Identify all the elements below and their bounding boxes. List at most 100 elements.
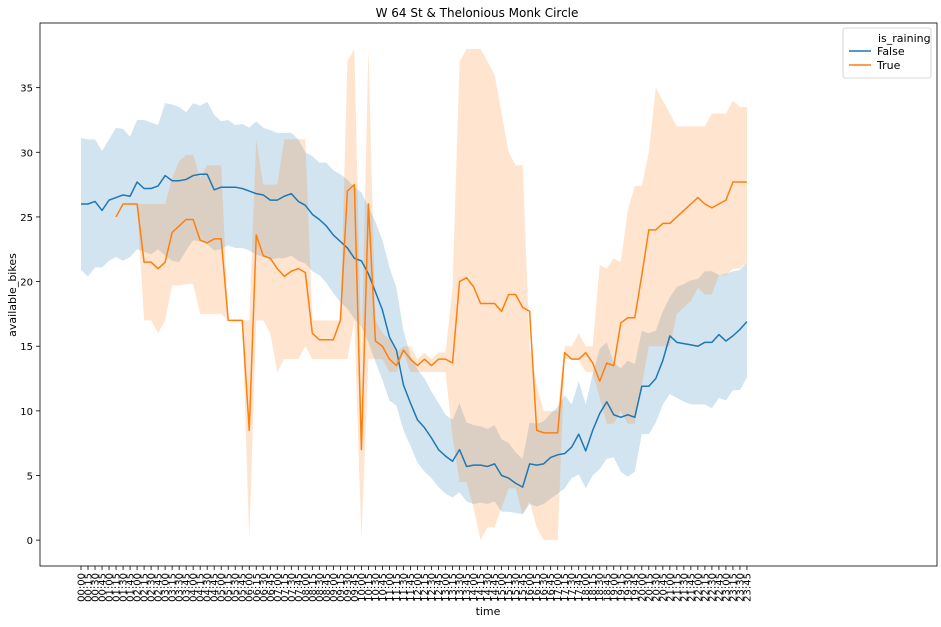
- x-tick-label: 12:30: [427, 573, 438, 602]
- legend-title: is_raining: [878, 32, 931, 45]
- x-tick-label: 18:30: [595, 573, 606, 602]
- x-tick-label: 18:45: [602, 573, 613, 602]
- x-tick-label: 10:45: [378, 573, 389, 602]
- x-tick-label: 00:45: [98, 573, 109, 602]
- x-tick-label: 03:30: [175, 573, 186, 602]
- x-tick-label: 13:15: [448, 573, 459, 602]
- x-tick-label: 01:30: [119, 573, 130, 602]
- y-axis-label: available_bikes: [6, 253, 19, 337]
- y-tick-label: 35: [20, 84, 33, 95]
- x-tick-label: 11:45: [406, 573, 417, 602]
- x-tick-label: 11:30: [399, 573, 410, 602]
- x-tick-label: 02:00: [133, 573, 144, 602]
- x-tick-label: 19:30: [623, 573, 634, 602]
- x-tick-label: 22:00: [693, 573, 704, 602]
- x-tick-label: 17:15: [560, 573, 571, 602]
- x-tick-label: 23:45: [742, 573, 753, 602]
- x-tick-label: 20:45: [658, 573, 669, 602]
- x-tick-label: 04:00: [189, 573, 200, 602]
- x-tick-label: 19:00: [609, 573, 620, 602]
- x-tick-label: 08:45: [322, 573, 333, 602]
- x-tick-label: 08:00: [301, 573, 312, 602]
- x-tick-label: 19:15: [616, 573, 627, 602]
- x-tick-label: 09:45: [350, 573, 361, 602]
- x-tick-label: 00:30: [91, 573, 102, 602]
- x-tick-label: 06:45: [266, 573, 277, 602]
- x-tick-label: 01:15: [112, 573, 123, 602]
- x-tick-label: 20:15: [644, 573, 655, 602]
- y-tick-label: 0: [27, 536, 33, 547]
- x-tick-label: 04:30: [203, 573, 214, 602]
- x-tick-label: 22:15: [700, 573, 711, 602]
- x-tick-label: 03:00: [161, 573, 172, 602]
- x-tick-label: 16:15: [532, 573, 543, 602]
- x-tick-label: 04:45: [210, 573, 221, 602]
- x-tick-label: 20:30: [651, 573, 662, 602]
- x-tick-label: 14:45: [490, 573, 501, 602]
- y-tick-label: 25: [20, 213, 33, 224]
- x-tick-label: 02:45: [154, 573, 165, 602]
- x-tick-label: 21:00: [665, 573, 676, 602]
- x-tick-label: 21:15: [672, 573, 683, 602]
- x-tick-label: 10:00: [357, 573, 368, 602]
- y-axis: 0 5 10 15 20 25 30 35: [20, 84, 40, 547]
- x-tick-label: 08:30: [315, 573, 326, 602]
- x-tick-label: 02:30: [147, 573, 158, 602]
- x-tick-label: 23:15: [728, 573, 739, 602]
- x-tick-label: 22:30: [707, 573, 718, 602]
- y-tick-label: 5: [27, 472, 33, 483]
- x-tick-label: 04:15: [196, 573, 207, 602]
- x-tick-label: 09:15: [336, 573, 347, 602]
- x-tick-label: 11:15: [392, 573, 403, 602]
- x-tick-label: 18:00: [581, 573, 592, 602]
- x-tick-label: 13:30: [455, 573, 466, 602]
- x-tick-label: 06:00: [245, 573, 256, 602]
- x-tick-label: 07:30: [287, 573, 298, 602]
- x-tick-label: 22:45: [714, 573, 725, 602]
- x-tick-label: 00:00: [77, 573, 88, 602]
- x-tick-label: 10:30: [371, 573, 382, 602]
- x-tick-label: 07:45: [294, 573, 305, 602]
- x-tick-label: 12:15: [420, 573, 431, 602]
- x-tick-label: 17:30: [567, 573, 578, 602]
- chart-title: W 64 St & Thelonious Monk Circle: [376, 6, 579, 20]
- x-tick-label: 16:30: [539, 573, 550, 602]
- x-tick-label: 07:00: [273, 573, 284, 602]
- legend-label-true: True: [876, 59, 901, 72]
- x-tick-label: 15:15: [504, 573, 515, 602]
- x-tick-label: 05:00: [217, 573, 228, 602]
- x-axis: 00:0000:1500:3000:4501:0001:1501:3001:45…: [77, 566, 753, 602]
- x-tick-label: 17:45: [574, 573, 585, 602]
- x-tick-label: 21:45: [686, 573, 697, 602]
- x-tick-label: 23:00: [721, 573, 732, 602]
- y-tick-label: 20: [20, 278, 33, 289]
- series-true-line: [115, 181, 747, 451]
- plot-frame: [39, 22, 938, 567]
- legend-label-false: False: [877, 45, 905, 58]
- x-tick-label: 14:00: [469, 573, 480, 602]
- x-tick-label: 14:15: [476, 573, 487, 602]
- x-tick-label: 10:15: [364, 573, 375, 602]
- x-tick-label: 12:00: [413, 573, 424, 602]
- series-false-confidence-band: [81, 101, 747, 515]
- x-tick-label: 11:00: [385, 573, 396, 602]
- x-tick-label: 12:45: [434, 573, 445, 602]
- x-tick-label: 13:00: [441, 573, 452, 602]
- x-tick-label: 17:00: [553, 573, 564, 602]
- x-tick-label: 00:15: [84, 573, 95, 602]
- x-tick-label: 15:45: [518, 573, 529, 602]
- x-tick-label: 16:00: [525, 573, 536, 602]
- x-tick-label: 01:45: [126, 573, 137, 602]
- y-tick-label: 30: [20, 148, 33, 159]
- x-tick-label: 16:45: [546, 573, 557, 602]
- x-tick-label: 19:45: [630, 573, 641, 602]
- series-lines: [81, 173, 748, 488]
- x-tick-label: 05:15: [224, 573, 235, 602]
- series-true-confidence-band: [116, 48, 747, 541]
- x-tick-label: 09:00: [329, 573, 340, 602]
- x-tick-label: 21:30: [679, 573, 690, 602]
- x-tick-label: 06:30: [259, 573, 270, 602]
- x-tick-label: 15:00: [497, 573, 508, 602]
